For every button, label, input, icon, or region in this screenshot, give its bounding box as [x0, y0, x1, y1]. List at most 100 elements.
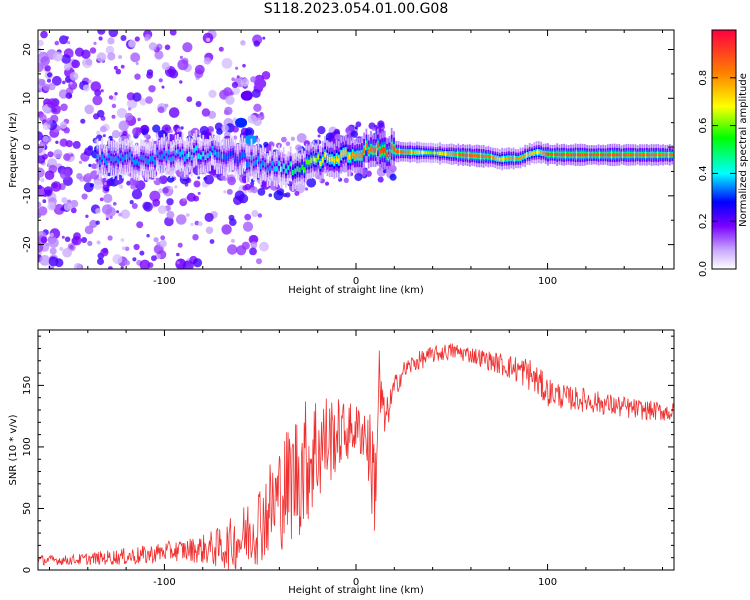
- heatmap-ridge-cell: [503, 157, 506, 161]
- heatmap-noise-blob: [186, 192, 196, 202]
- heatmap-noise-blob: [154, 143, 164, 153]
- colorbar-tick-label: 0.8: [698, 70, 709, 86]
- heatmap-ridge-cell: [531, 152, 533, 155]
- heatmap-noise-blob: [317, 134, 321, 138]
- heatmap-ridge-cell: [549, 153, 552, 156]
- heatmap-noise-blob: [120, 209, 130, 219]
- heatmap-ridge-cell: [347, 154, 349, 160]
- heatmap-noise-blob: [295, 144, 303, 152]
- heatmap-noise-blob: [120, 64, 125, 69]
- heatmap-noise-blob: [354, 172, 363, 182]
- heatmap-ridge-cell: [390, 144, 393, 150]
- heatmap-ridge-cell: [519, 156, 522, 160]
- heatmap-ridge-cell: [241, 152, 244, 158]
- heatmap-ridge-cell: [538, 150, 540, 154]
- heatmap-ridge-cell: [257, 155, 260, 162]
- heatmap-noise-blob: [85, 58, 93, 66]
- heatmap-noise-blob: [209, 239, 215, 244]
- heatmap-noise-blob: [193, 180, 201, 188]
- heatmap-ridge-cell: [457, 153, 460, 157]
- heatmap-noise-blob: [53, 204, 65, 215]
- heatmap-ridge-cell: [643, 153, 646, 157]
- heatmap-ridge-cell: [372, 147, 375, 153]
- heatmap-noise-blob: [186, 213, 190, 217]
- heatmap-noise-blob: [174, 124, 179, 129]
- heatmap-ridge-cell: [326, 155, 329, 161]
- heatmap-noise-blob: [71, 59, 80, 69]
- heatmap-ridge-cell: [170, 157, 172, 163]
- colorbar-label: Normalized spectral amplitude: [738, 73, 749, 227]
- heatmap-noise-blob: [230, 238, 235, 243]
- heatmap-ridge-cell: [429, 151, 432, 155]
- heatmap-ridge-cell: [206, 153, 209, 158]
- figure-title: S118.2023.054.01.00.G08: [263, 1, 449, 17]
- heatmap-noise-blob: [257, 188, 266, 196]
- heatmap-noise-blob: [68, 80, 78, 90]
- snr-y-ticks: 0 50 100 150: [22, 335, 674, 573]
- heatmap-ridge-cell: [425, 151, 428, 155]
- snr-x-ticks: -100 0 100: [48, 330, 664, 588]
- heatmap-noise-blob: [69, 72, 79, 81]
- heatmap-noise-blob: [231, 125, 239, 133]
- heatmap-ridge-cell: [664, 153, 667, 157]
- heatmap-ridge-cell: [466, 153, 469, 157]
- heatmap-ridge-cell: [560, 153, 563, 157]
- heatmap-ridge-cell: [301, 164, 303, 170]
- heatmap-ridge-cell: [528, 152, 531, 156]
- heatmap-ridge-cell: [482, 154, 485, 158]
- heatmap-ridge-cell: [151, 155, 154, 162]
- heatmap-noise-blob: [225, 95, 235, 105]
- heatmap-ridge-cell: [204, 154, 207, 160]
- heatmap-noise-blob: [102, 134, 106, 138]
- heatmap-noise-blob: [249, 165, 256, 172]
- heatmap-ridge-cell: [623, 153, 625, 157]
- heatmap-ridge-cell: [133, 159, 136, 165]
- heatmap-noise-blob: [108, 95, 114, 100]
- heatmap-noise-blob: [157, 205, 167, 215]
- heatmap-ridge-cell: [535, 150, 538, 154]
- heatmap-noise-blob: [285, 141, 291, 146]
- heatmap-noise-blob: [233, 135, 238, 140]
- heatmap-noise-blob: [67, 41, 71, 45]
- heatmap-ridge-cell: [434, 151, 437, 155]
- heatmap-noise-blob: [93, 41, 97, 46]
- heatmap-noise-blob: [81, 49, 91, 59]
- heatmap-ridge-cell: [308, 159, 310, 165]
- heatmap-ridge-cell: [565, 153, 568, 157]
- colorbar-tick-label: 0.4: [698, 165, 709, 181]
- heatmap-noise-blob: [51, 104, 61, 115]
- heatmap-ridge-cell: [413, 150, 416, 154]
- heatmap-noise-blob: [81, 237, 88, 243]
- heatmap-ridge-cell: [282, 163, 285, 169]
- heatmap-noise-blob: [242, 63, 246, 68]
- heatmap-noise-blob: [38, 206, 48, 216]
- heatmap-ridge-cell: [142, 155, 145, 161]
- heatmap-ridge-cell: [117, 158, 120, 164]
- heatmap-noise-blob: [226, 188, 233, 195]
- heatmap-noise-blob: [170, 186, 174, 190]
- heatmap-ridge-cell: [367, 149, 370, 154]
- heatmap-noise-blob: [47, 151, 54, 158]
- x-tick-label: -100: [153, 577, 176, 588]
- heatmap-noise-blob: [38, 143, 44, 154]
- heatmap-noise-blob: [107, 37, 115, 45]
- heatmap-ridge-cell: [652, 153, 655, 157]
- heatmap-ridge-cell: [105, 160, 108, 166]
- heatmap-noise-blob: [48, 82, 56, 91]
- heatmap-ridge-cell: [508, 156, 510, 160]
- heatmap-ridge-cell: [475, 154, 478, 158]
- snr-series-line: [38, 343, 674, 570]
- heatmap-noise-blob: [204, 174, 215, 185]
- heatmap-noise-blob: [177, 242, 183, 248]
- heatmap-ridge-cell: [128, 152, 131, 158]
- heatmap-noise-blob: [59, 138, 68, 147]
- heatmap-noise-blob: [111, 114, 116, 119]
- heatmap-ridge-cell: [138, 161, 140, 167]
- heatmap-ridge-cell: [190, 154, 193, 161]
- heatmap-ridge-cell: [161, 154, 163, 160]
- heatmap-ridge-cell: [119, 153, 122, 159]
- colorbar-ticks: 0.0 0.2 0.4 0.6 0.8: [698, 70, 736, 277]
- heatmap-ridge-cell: [340, 152, 343, 158]
- heatmap-ridge-cell: [220, 154, 223, 160]
- heatmap-feature: [240, 90, 253, 101]
